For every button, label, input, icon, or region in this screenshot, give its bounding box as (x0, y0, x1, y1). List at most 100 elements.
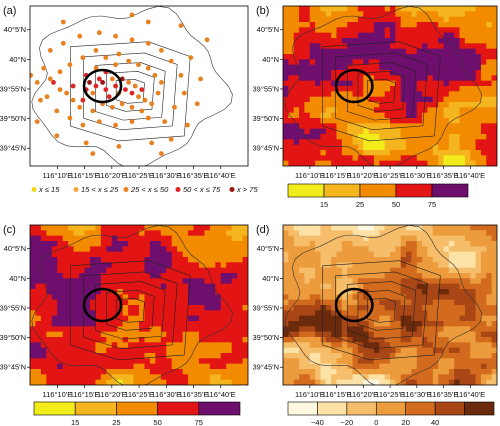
station-point (47, 48, 53, 53)
field-cell (139, 241, 146, 247)
field-cell (57, 337, 64, 343)
field-cell (331, 86, 338, 92)
field-cell (283, 321, 289, 327)
field-cell (475, 91, 482, 98)
field-cell (454, 283, 461, 290)
colorbar-swatch (157, 401, 200, 416)
field-cell (336, 326, 343, 333)
field-cell (46, 289, 53, 295)
field-cell (454, 363, 461, 370)
field-cell (443, 91, 450, 98)
field-cell (51, 347, 58, 354)
field-cell (215, 257, 222, 263)
field-cell (448, 70, 455, 76)
field-cell (288, 75, 295, 82)
field-cell (475, 251, 482, 258)
field-cell (357, 118, 364, 124)
field-cell (128, 299, 135, 306)
field-cell (406, 267, 412, 274)
field-cell (347, 86, 354, 92)
field-cell (470, 230, 477, 237)
field-cell (149, 235, 156, 242)
field-cell (177, 347, 184, 354)
field-cell (193, 283, 200, 290)
field-cell (454, 369, 461, 375)
field-cell (331, 75, 338, 82)
field-cell (198, 246, 205, 253)
field-cell (491, 48, 497, 55)
field-cell (363, 235, 370, 242)
field-cell (373, 107, 380, 114)
field-cell (231, 358, 238, 365)
field-cell (486, 139, 493, 146)
field-cell (480, 54, 487, 60)
field-cell (288, 241, 295, 247)
field-cell (422, 230, 429, 237)
field-cell (320, 267, 327, 274)
field-cell (182, 267, 189, 274)
field-cell (111, 347, 118, 354)
field-cell (160, 353, 167, 359)
field-cell (480, 64, 487, 71)
field-cell (204, 257, 211, 263)
field-cell (89, 299, 96, 306)
field-cell (443, 75, 450, 82)
field-cell (309, 16, 316, 23)
field-cell (373, 27, 380, 34)
field-cell (390, 230, 396, 237)
field-cell (122, 331, 129, 338)
field-cell (352, 225, 359, 231)
field-cell (325, 64, 332, 71)
field-cell (283, 251, 289, 258)
field-cell (363, 310, 370, 317)
field-cell (188, 230, 195, 237)
field-cell (51, 235, 58, 242)
field-cell (459, 6, 466, 12)
field-cell (416, 257, 423, 263)
field-cell (283, 305, 289, 311)
field-cell (368, 32, 375, 39)
field-cell (347, 11, 354, 18)
field-cell (139, 347, 146, 354)
field-cell (406, 321, 412, 327)
field-cell (320, 107, 327, 114)
field-cell (226, 294, 233, 301)
field-cell (427, 96, 434, 103)
field-cell (242, 326, 248, 333)
field-cell (448, 16, 455, 23)
field-cell (480, 225, 487, 231)
field-cell (309, 86, 316, 92)
field-cell (411, 43, 418, 50)
field-cell (416, 241, 423, 247)
field-cell (198, 342, 205, 349)
lat-tick-label: 39°45′N (0, 363, 26, 372)
field-cell (395, 235, 402, 242)
field-cell (237, 294, 244, 301)
field-cell (309, 225, 316, 231)
field-cell (475, 347, 482, 354)
field-cell (220, 374, 227, 381)
field-cell (491, 160, 497, 166)
field-cell (464, 112, 471, 119)
field-cell (427, 91, 434, 98)
field-cell (288, 294, 295, 301)
field-cell (459, 230, 466, 237)
field-cell (395, 107, 402, 114)
field-cell (166, 230, 173, 237)
field-cell (237, 331, 244, 338)
field-cell (406, 347, 412, 354)
field-cell (117, 257, 124, 263)
field-cell (438, 305, 445, 311)
field-cell (390, 257, 396, 263)
field-cell (363, 86, 370, 92)
field-cell (470, 150, 477, 156)
field-cell (390, 16, 396, 23)
field-cell (315, 267, 322, 274)
field-cell (416, 289, 423, 295)
field-cell (299, 331, 305, 338)
field-cell (237, 342, 244, 349)
field-cell (491, 273, 497, 279)
field-cell (432, 144, 439, 151)
field-cell (390, 134, 396, 140)
field-cell (293, 59, 300, 66)
